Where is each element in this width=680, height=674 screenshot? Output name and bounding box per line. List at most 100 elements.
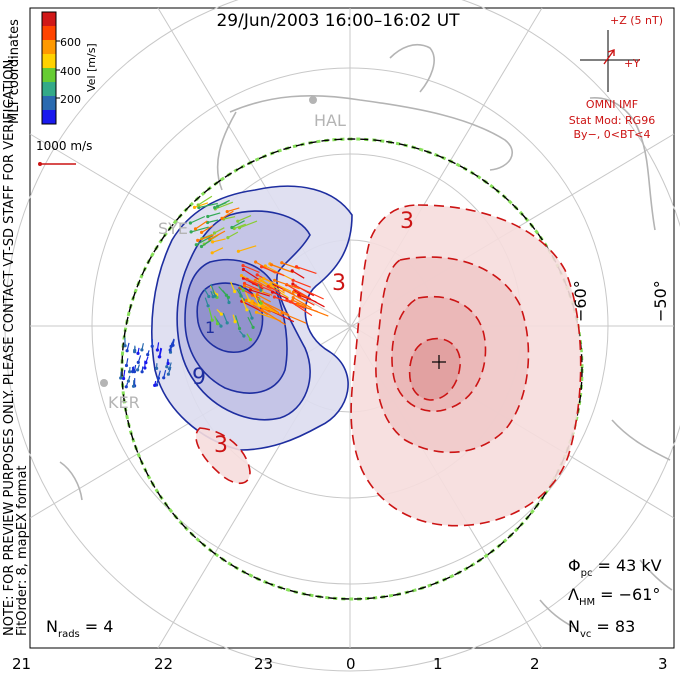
velocity-scale-bar: [38, 162, 76, 166]
velocity-vector: [137, 347, 140, 354]
colorbar-segment: [42, 40, 56, 55]
coastlines: [59, 43, 673, 629]
velocity-vector: [156, 380, 159, 386]
imf-clock-dial: [580, 30, 640, 92]
velocity-vector: [145, 356, 149, 363]
velocity-vector: [261, 309, 286, 326]
velocity-vector: [242, 265, 260, 273]
hm-boundary: [121, 138, 583, 600]
svg-text:Nvc= 83: Nvc = 83: [568, 617, 635, 640]
colorbar-segment: [42, 54, 56, 69]
vector-origin: [153, 383, 157, 387]
velocity-vector: [283, 289, 307, 302]
velocity-vector: [163, 369, 167, 378]
velocity-vector: [256, 294, 271, 303]
velocity-vector: [255, 279, 272, 291]
station-markers: [100, 96, 317, 387]
velocity-vector: [272, 291, 288, 300]
velocity-vector: [292, 299, 307, 307]
model-label: Stat Mod: RG96: [569, 114, 655, 127]
velocity-vector: [257, 283, 262, 291]
stat-n-rads: Nrads = 4: [46, 617, 113, 640]
velocity-vector: [158, 347, 162, 357]
mlt-label-2: 2: [530, 655, 540, 673]
colorbar-segment: [42, 96, 56, 111]
mlt-axis-labels: 21 22 23 0 1 2 3: [12, 655, 668, 673]
velocity-vector: [245, 292, 250, 301]
velocity-vector: [204, 297, 209, 306]
positive-potential-cell: [195, 204, 582, 527]
velocity-vector: [201, 224, 214, 233]
red-contour-4: [408, 337, 461, 401]
mlt-label-0: 0: [346, 655, 356, 673]
velocity-vector: [292, 279, 311, 288]
velocity-vector: [237, 215, 252, 222]
velocity-vector: [239, 330, 245, 337]
velocity-vector: [154, 380, 157, 386]
velocity-vector: [216, 308, 222, 315]
velocity-vector: [157, 370, 161, 379]
svg-text:Φpc= 43 kV: Φpc = 43 kV: [568, 556, 662, 579]
velocity-vector: [245, 299, 269, 316]
velocity-vector: [227, 207, 240, 213]
velocity-vector: [247, 316, 254, 328]
coords-label: MLT coordinates: [7, 19, 22, 124]
velocity-vector: [196, 235, 214, 246]
mlt-label-22: 22: [154, 655, 173, 673]
contour-label-pos3: 3: [214, 433, 228, 458]
stat-lambda-hm: ΛHM = −61°: [568, 585, 660, 608]
velocity-scale-label: 1000 m/s: [36, 139, 92, 153]
velocity-vector: [156, 342, 160, 351]
vector-origin: [150, 344, 154, 348]
velocity-vector: [172, 339, 175, 346]
velocity-vector: [290, 301, 313, 317]
velocity-vector: [168, 362, 172, 369]
velocity-vector: [295, 285, 324, 300]
velocity-vector: [239, 220, 258, 229]
velocity-vector: [236, 288, 242, 297]
velocity-vector: [267, 285, 281, 294]
velocity-vector: [246, 278, 263, 287]
velocity-vector: [271, 264, 294, 274]
velocity-vector: [248, 309, 253, 319]
imf-y-label: +Y: [624, 57, 640, 70]
velocity-vector: [210, 290, 214, 297]
velocity-vector: [258, 296, 262, 304]
velocity-vector: [246, 333, 252, 340]
colorbar-tick-600: 600: [60, 36, 81, 49]
velocity-vector: [232, 314, 236, 322]
station-ker-marker: [100, 379, 108, 387]
velocity-vector: [259, 278, 275, 289]
velocity-vector: [123, 369, 126, 379]
velocity-vector: [214, 202, 227, 209]
velocity-vector: [127, 375, 131, 382]
preview-note: NOTE: FOR PREVIEW PURPOSES ONLY. PLEASE …: [2, 56, 17, 636]
velocity-vector: [194, 202, 209, 208]
velocity-vector: [274, 279, 300, 290]
velocity-vector: [297, 303, 329, 317]
station-hal-marker: [309, 96, 317, 104]
plot-frame: [29, 7, 675, 649]
velocity-vector: [244, 282, 262, 292]
velocity-vector: [234, 315, 241, 329]
velocity-vector: [137, 355, 142, 363]
mlt-label-3: 3: [658, 655, 668, 673]
velocity-vector: [215, 201, 234, 210]
velocity-vector: [207, 219, 219, 224]
station-label-hal: HAL: [314, 111, 346, 130]
velocity-vector: [133, 364, 137, 372]
colorbar-segment: [42, 68, 56, 83]
imf-z-label: +Z (5 nT): [610, 14, 663, 27]
station-label-sye: SYE: [158, 219, 188, 238]
velocity-vector: [141, 343, 144, 351]
velocity-vector: [261, 303, 278, 314]
contour-label-pos2: 3: [332, 271, 346, 296]
negative-potential-cell: [151, 185, 353, 451]
velocity-vector: [222, 312, 228, 324]
velocity-vector: [209, 230, 226, 240]
mlt-label-23: 23: [254, 655, 273, 673]
contour-label-neg2: 1: [205, 318, 215, 337]
colorbar-segment: [42, 26, 56, 41]
velocity-vector: [169, 342, 173, 351]
